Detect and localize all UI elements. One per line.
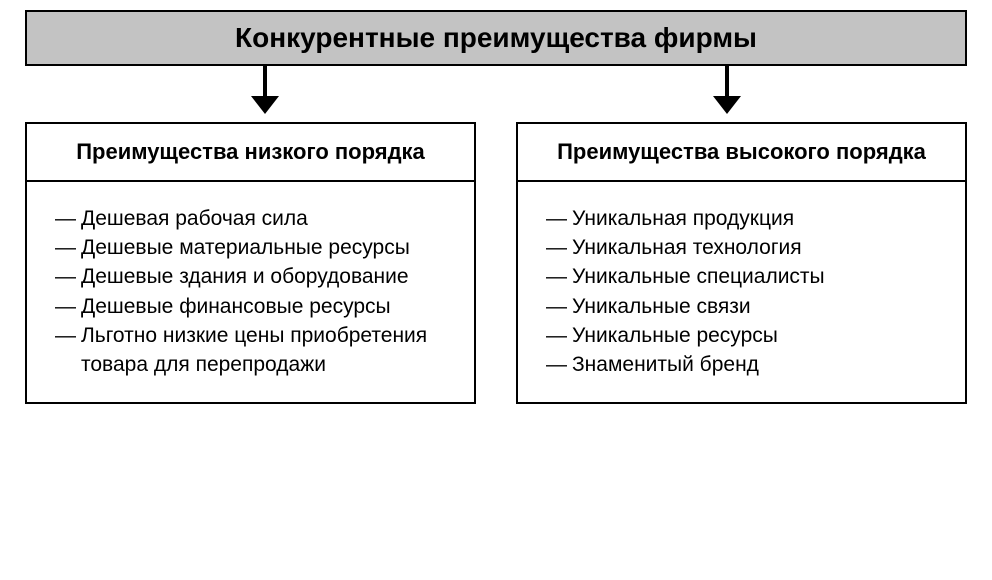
list-item-text: Уникальные специалисты (572, 262, 947, 291)
dash-icon: — (546, 204, 572, 233)
list-item: —Дешевые финансовые ресурсы (55, 292, 456, 321)
list-item-text: Дешевые здания и оборудование (81, 262, 456, 291)
list-item-text: Дешевые финансовые ресурсы (81, 292, 456, 321)
column-body: —Уникальная продукция—Уникальная техноло… (518, 182, 965, 402)
dash-icon: — (546, 292, 572, 321)
dash-icon: — (55, 292, 81, 321)
list-item-text: Льготно низкие цены приобретения товара … (81, 321, 456, 380)
list-item: —Знаменитый бренд (546, 350, 947, 379)
column-high-order: Преимущества высокого порядка —Уникальна… (516, 122, 967, 404)
list-item: —Уникальная технология (546, 233, 947, 262)
list-item-text: Уникальная продукция (572, 204, 947, 233)
list-item: —Уникальная продукция (546, 204, 947, 233)
list-item: —Дешевая рабочая сила (55, 204, 456, 233)
list-item: —Уникальные связи (546, 292, 947, 321)
dash-icon: — (55, 321, 81, 350)
dash-icon: — (546, 262, 572, 291)
arrow-down-icon (251, 66, 279, 114)
list-item: —Льготно низкие цены приобретения товара… (55, 321, 456, 380)
arrow-down-icon (713, 66, 741, 114)
list-item-text: Уникальные ресурсы (572, 321, 947, 350)
column-header: Преимущества высокого порядка (518, 124, 965, 182)
list-item: —Уникальные ресурсы (546, 321, 947, 350)
column-header: Преимущества низкого порядка (27, 124, 474, 182)
column-low-order: Преимущества низкого порядка —Дешевая ра… (25, 122, 476, 404)
list-item-text: Дешевая рабочая сила (81, 204, 456, 233)
list-item: —Уникальные специалисты (546, 262, 947, 291)
list-item-text: Уникальная технология (572, 233, 947, 262)
arrows-row (15, 66, 977, 122)
list-item-text: Дешевые материальные ресурсы (81, 233, 456, 262)
diagram-title: Конкурентные преимущества фирмы (25, 10, 967, 66)
dash-icon: — (55, 233, 81, 262)
dash-icon: — (546, 350, 572, 379)
dash-icon: — (55, 262, 81, 291)
dash-icon: — (55, 204, 81, 233)
column-body: —Дешевая рабочая сила—Дешевые материальн… (27, 182, 474, 402)
dash-icon: — (546, 233, 572, 262)
list-item-text: Знаменитый бренд (572, 350, 947, 379)
list-item: —Дешевые здания и оборудование (55, 262, 456, 291)
list-item: —Дешевые материальные ресурсы (55, 233, 456, 262)
dash-icon: — (546, 321, 572, 350)
list-item-text: Уникальные связи (572, 292, 947, 321)
columns-container: Преимущества низкого порядка —Дешевая ра… (15, 122, 977, 404)
